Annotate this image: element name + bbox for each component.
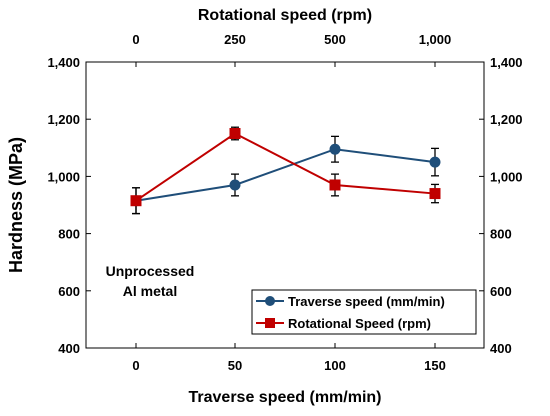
y-tick-label-right-3: 1,000 [490, 169, 523, 184]
x-axis-title: Traverse speed (mm/min) [189, 389, 382, 406]
legend-marker-traverse [265, 296, 275, 306]
y-axis-title: Hardness (MPa) [6, 137, 26, 273]
legend-marker-rotational [265, 318, 275, 328]
data-point-traverse-1 [229, 179, 241, 191]
legend: Traverse speed (mm/min) Rotational Speed… [251, 289, 477, 335]
y-tick-label-right-5: 1,400 [490, 55, 523, 70]
x2-tick-label-0: 0 [132, 32, 139, 47]
plot-area [85, 61, 485, 349]
series-line-rotational [135, 132, 436, 202]
data-point-rotational-2 [329, 179, 341, 191]
y-tick-label-right-4: 1,200 [490, 112, 523, 127]
data-point-rotational-1 [229, 128, 241, 139]
series-layer [130, 126, 441, 215]
x-tick-label-1: 50 [228, 358, 242, 373]
x-tick-label-3: 150 [424, 358, 446, 373]
y-tick-label-right-0: 400 [490, 341, 512, 356]
data-point-rotational-0 [130, 195, 142, 207]
legend-box [251, 289, 477, 335]
data-point-traverse-3 [429, 156, 441, 168]
y-tick-label-left-1: 600 [58, 284, 80, 299]
x-tick-label-2: 100 [324, 358, 346, 373]
annotation-line-1: Unprocessed [106, 263, 195, 279]
y-tick-label-left-5: 1,400 [47, 55, 80, 70]
x2-axis-title: Rotational speed (rpm) [198, 7, 372, 24]
y-tick-label-left-0: 400 [58, 341, 80, 356]
x2-tick-label-2: 500 [324, 32, 346, 47]
ticks-layer: 400 400 600 600 800 800 1,000 1,000 1,200 1,200 1,… [47, 32, 522, 373]
data-point-rotational-3 [429, 188, 441, 200]
series-line-traverse [135, 148, 436, 202]
y-tick-label-right-2: 800 [490, 227, 512, 242]
y-tick-label-left-2: 800 [58, 227, 80, 242]
data-point-traverse-2 [329, 143, 341, 155]
y-tick-label-left-4: 1,200 [47, 112, 80, 127]
x2-tick-label-3: 1,000 [419, 32, 452, 47]
x-tick-label-0: 0 [132, 358, 139, 373]
x2-tick-label-1: 250 [224, 32, 246, 47]
y-tick-label-right-1: 600 [490, 284, 512, 299]
y-tick-label-left-3: 1,000 [47, 169, 80, 184]
legend-label-rotational: Rotational Speed (rpm) [288, 316, 431, 331]
legend-label-traverse: Traverse speed (mm/min) [288, 294, 445, 309]
annotation-line-2: Al metal [123, 283, 177, 299]
